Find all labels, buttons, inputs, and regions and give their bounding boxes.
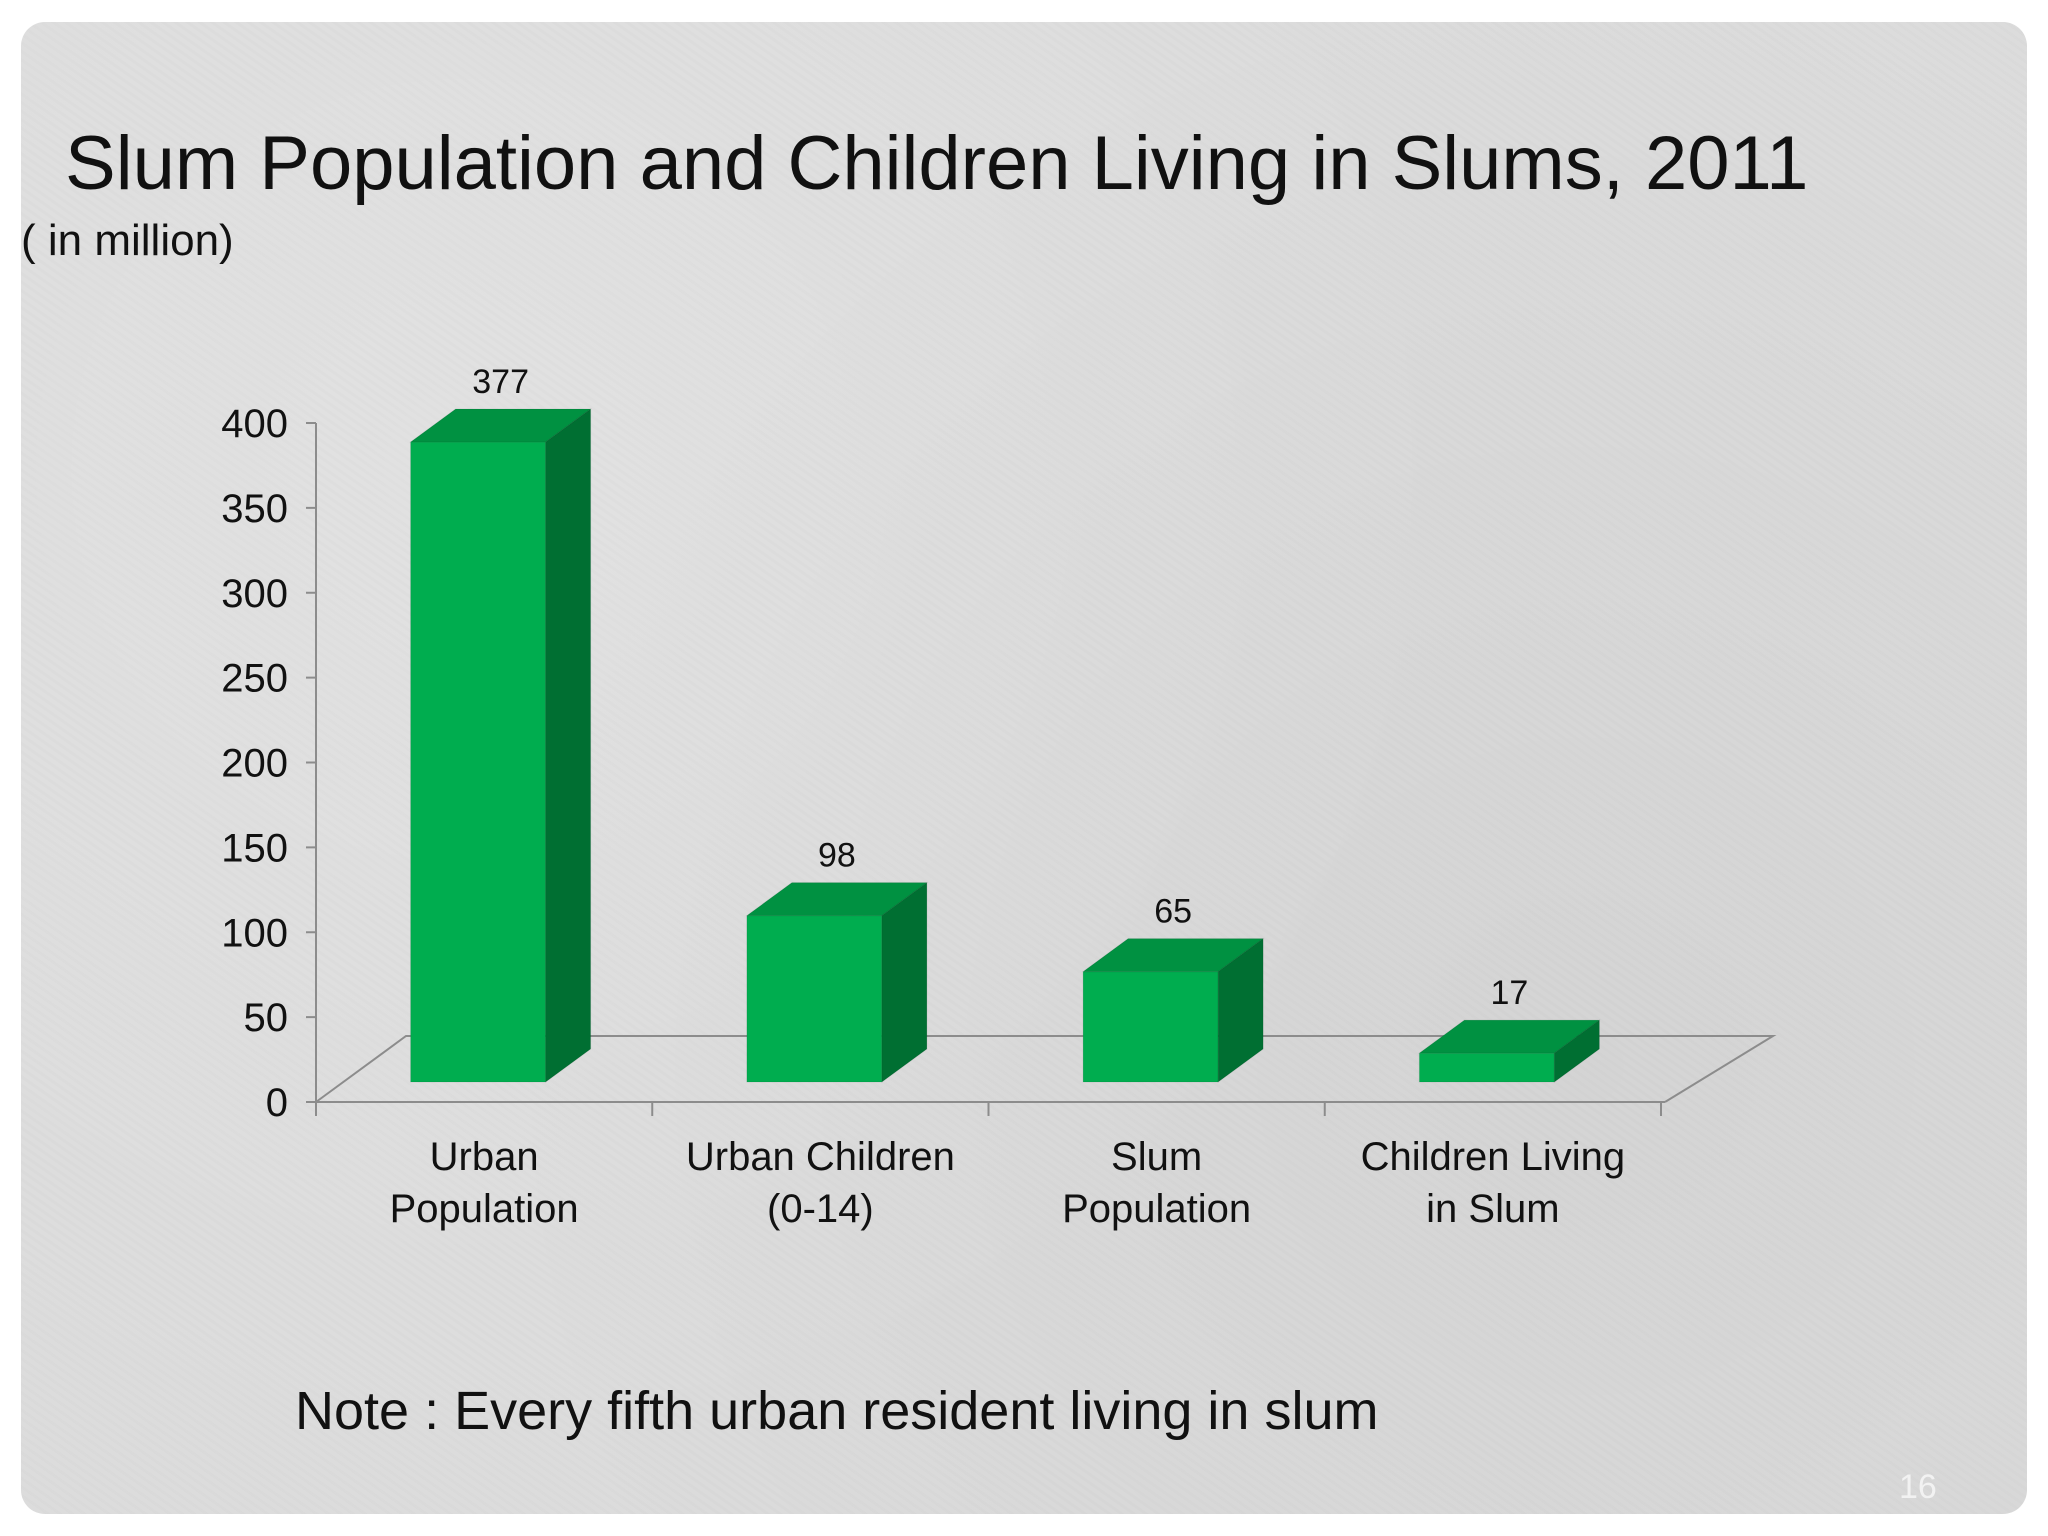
- y-axis: 0 50 100 150 200 250 300 350 400: [221, 402, 1662, 1125]
- y-axis-tick-label: 150: [221, 826, 288, 870]
- data-labels: 377 98 65 17: [472, 363, 1528, 1012]
- x-axis-category-label: Urban Population: [389, 1135, 579, 1231]
- y-axis-tick-label: 100: [221, 911, 288, 955]
- y-axis-tick-label: 350: [221, 487, 288, 531]
- bar-side: [1217, 937, 1264, 1083]
- y-axis-tick-label: 200: [221, 742, 288, 786]
- chart-unit-label: ( in million): [21, 216, 234, 265]
- y-axis-tick-label: 250: [221, 657, 288, 701]
- page-number: 16: [1899, 1468, 1937, 1506]
- bar-front: [1082, 971, 1219, 1083]
- x-axis-category-label: Slum Population: [1062, 1135, 1252, 1231]
- chart-title: Slum Population and Children Living in S…: [65, 121, 1809, 206]
- slide: Slum Population and Children Living in S…: [21, 22, 2027, 1514]
- bar-value-label: 377: [472, 363, 529, 401]
- y-axis-tick-label: 400: [221, 402, 288, 446]
- y-axis-tick-label: 0: [266, 1081, 288, 1125]
- x-axis-category-label: Children Living in Slum: [1360, 1135, 1626, 1231]
- bar: [745, 881, 929, 1083]
- bar-front: [410, 441, 547, 1083]
- bar-side: [545, 408, 592, 1083]
- bar-value-label: 65: [1154, 893, 1192, 931]
- bar-side: [881, 881, 928, 1083]
- bar-side: [1553, 1019, 1600, 1083]
- bar-chart: 0 50 100 150 200 250 300 350 400 377 98 65 17: [221, 363, 1777, 1125]
- bar-value-label: 98: [818, 837, 856, 875]
- bar: [1417, 1019, 1601, 1083]
- x-axis-category-label: Urban Children (0-14): [685, 1135, 955, 1231]
- bar-series: [409, 408, 1601, 1083]
- y-axis-tick-label: 300: [221, 572, 288, 616]
- bar: [409, 408, 593, 1083]
- chart-note: Note : Every fifth urban resident living…: [295, 1381, 1379, 1441]
- bar-value-label: 17: [1490, 974, 1528, 1012]
- bar-front: [1418, 1052, 1555, 1083]
- y-axis-tick-label: 50: [244, 996, 289, 1040]
- bar-front: [746, 915, 883, 1083]
- bar: [1081, 937, 1265, 1083]
